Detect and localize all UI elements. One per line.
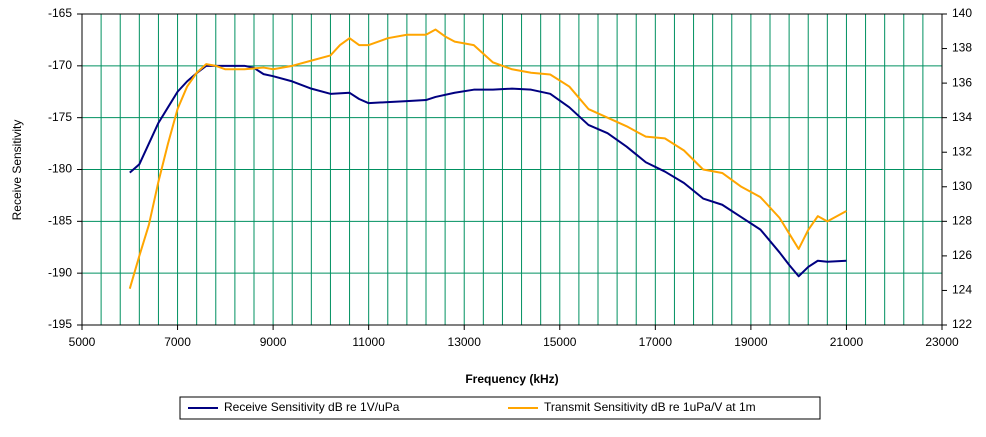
y2-tick-label: 138 bbox=[952, 41, 972, 55]
y-axis-label: Receive Sensitivity bbox=[10, 120, 24, 221]
series-line bbox=[129, 64, 847, 278]
x-tick-label: 13000 bbox=[448, 335, 482, 349]
x-tick-label: 9000 bbox=[260, 335, 287, 349]
x-tick-label: 23000 bbox=[925, 335, 959, 349]
y2-tick-label: 140 bbox=[952, 6, 972, 20]
y-tick-label: -165 bbox=[48, 6, 72, 20]
y-tick-label: -170 bbox=[48, 58, 72, 72]
y2-tick-label: 130 bbox=[952, 179, 972, 193]
y2-tick-label: 124 bbox=[952, 283, 972, 297]
y-tick-label: -190 bbox=[48, 265, 72, 279]
y-tick-label: -185 bbox=[48, 214, 72, 228]
legend-label: Receive Sensitivity dB re 1V/uPa bbox=[224, 400, 400, 414]
series-line bbox=[128, 28, 847, 289]
legend-label: Transmit Sensitivity dB re 1uPa/V at 1m bbox=[544, 400, 756, 414]
y2-tick-label: 128 bbox=[952, 214, 972, 228]
y2-tick-label: 122 bbox=[952, 317, 972, 331]
y-tick-label: -180 bbox=[48, 162, 72, 176]
legend-box bbox=[179, 396, 821, 420]
y-tick-label: -195 bbox=[48, 317, 72, 331]
x-tick-label: 21000 bbox=[830, 335, 864, 349]
y-tick-label: -175 bbox=[48, 110, 72, 124]
y2-tick-label: 126 bbox=[952, 248, 972, 262]
x-axis-label: Frequency (kHz) bbox=[465, 372, 558, 386]
y2-tick-label: 134 bbox=[952, 110, 972, 124]
plot-border bbox=[81, 13, 943, 326]
x-tick-label: 11000 bbox=[352, 335, 385, 349]
x-tick-label: 5000 bbox=[69, 335, 96, 349]
x-tick-label: 17000 bbox=[639, 335, 673, 349]
y2-tick-label: 136 bbox=[952, 75, 972, 89]
x-tick-label: 15000 bbox=[543, 335, 577, 349]
x-tick-label: 19000 bbox=[734, 335, 768, 349]
x-tick-label: 7000 bbox=[164, 335, 191, 349]
y2-tick-label: 132 bbox=[952, 144, 972, 158]
